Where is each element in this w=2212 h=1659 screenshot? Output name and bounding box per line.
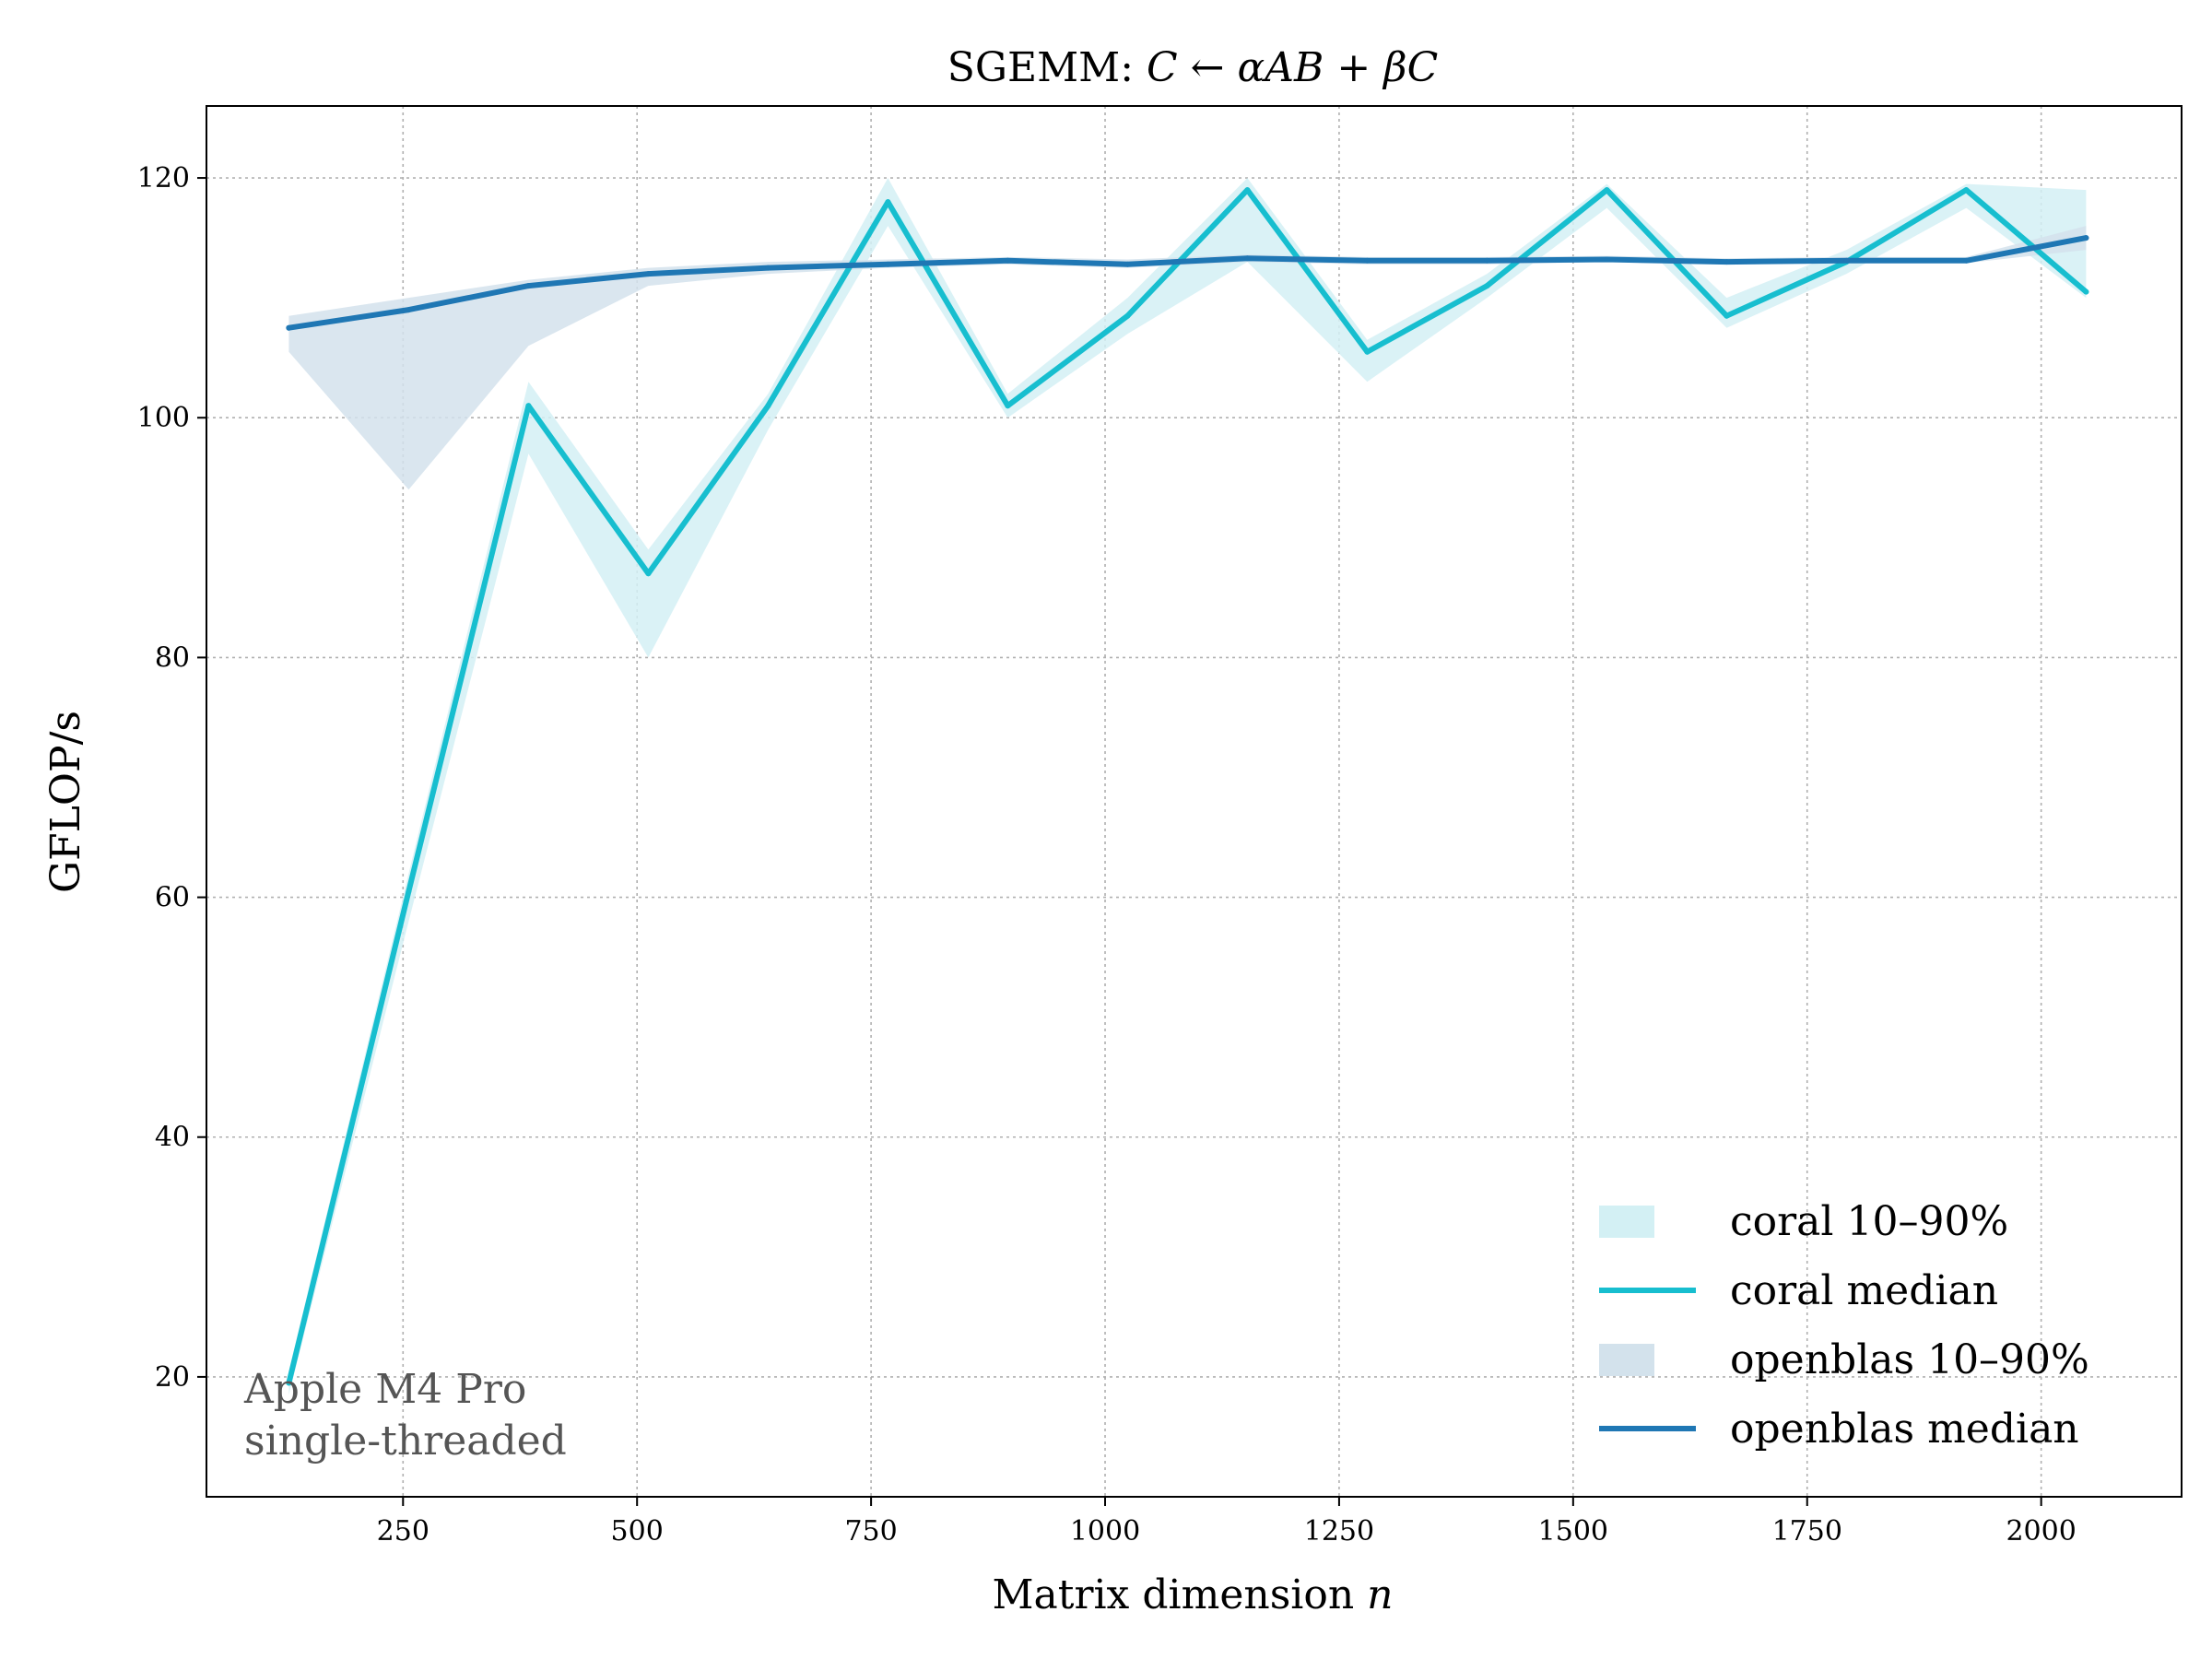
x-tick-label: 1750 bbox=[1772, 1515, 1842, 1547]
openblas-median-point bbox=[1843, 257, 1850, 264]
openblas-median-point bbox=[765, 265, 771, 271]
chart-title-math: C ← αAB + βC bbox=[1147, 44, 1438, 91]
coral-median-point bbox=[1244, 187, 1251, 194]
legend-label-openblas-band: openblas 10–90% bbox=[1730, 1336, 2089, 1383]
openblas-median-point bbox=[1005, 257, 1011, 264]
legend-swatch-openblas-band bbox=[1599, 1344, 1654, 1376]
x-tick-label: 250 bbox=[377, 1515, 429, 1547]
coral-median-line bbox=[286, 187, 2089, 1386]
chart-title-prefix: SGEMM: bbox=[947, 44, 1147, 91]
legend: coral 10–90% coral median openblas 10–90… bbox=[1599, 1198, 2089, 1453]
x-tick-label: 1250 bbox=[1304, 1515, 1374, 1547]
y-axis-label: GFLOP/s bbox=[42, 711, 89, 893]
coral-median-point bbox=[1484, 283, 1490, 289]
y-tick-label: 40 bbox=[155, 1122, 190, 1154]
coral-median-point bbox=[885, 199, 891, 206]
coral-median-point bbox=[406, 888, 412, 895]
openblas-median-point bbox=[1124, 261, 1131, 267]
x-axis-label: Matrix dimension n bbox=[992, 1571, 1393, 1618]
annotation-line-1: Apple M4 Pro bbox=[243, 1366, 526, 1413]
openblas-median-point bbox=[1604, 256, 1610, 263]
legend-label-coral-median: coral median bbox=[1730, 1267, 1998, 1314]
grid bbox=[206, 106, 2182, 1497]
y-tick-label: 80 bbox=[155, 641, 190, 674]
openblas-median-point bbox=[2083, 235, 2089, 241]
openblas-median-point bbox=[1364, 257, 1371, 264]
coral-percentile-band bbox=[288, 178, 2087, 1395]
openblas-median-point bbox=[1724, 259, 1730, 265]
x-tick-label: 750 bbox=[844, 1515, 897, 1547]
openblas-median-point bbox=[645, 271, 652, 277]
y-tick-label: 60 bbox=[155, 882, 190, 914]
x-tick-label: 2000 bbox=[2006, 1515, 2076, 1547]
x-tick-label: 1500 bbox=[1538, 1515, 1608, 1547]
coral-median-point bbox=[765, 403, 771, 409]
annotation-line-2: single-threaded bbox=[244, 1418, 567, 1465]
legend-swatch-coral-band bbox=[1599, 1206, 1654, 1238]
y-tick-label: 100 bbox=[137, 402, 190, 434]
ticks: 250 500 750 1000 1250 1500 1750 2000 20 40 60 80 100… bbox=[137, 162, 2077, 1547]
x-axis-label-prefix: Matrix dimension bbox=[992, 1571, 1367, 1618]
plot-frame bbox=[206, 105, 2183, 1498]
coral-median-point bbox=[1724, 312, 1730, 319]
openblas-median-point bbox=[286, 324, 292, 331]
percentile-bands bbox=[288, 178, 2087, 1395]
coral-median-point bbox=[2083, 288, 2089, 295]
y-tick-label: 120 bbox=[137, 162, 190, 194]
coral-median-point bbox=[286, 1380, 292, 1386]
openblas-median-point bbox=[1244, 255, 1251, 262]
openblas-median-point bbox=[406, 307, 412, 313]
legend-label-openblas-median: openblas median bbox=[1730, 1406, 2079, 1453]
coral-median-point bbox=[1963, 187, 1970, 194]
coral-median-point bbox=[1364, 348, 1371, 355]
openblas-median-point bbox=[885, 261, 891, 267]
chart-title: SGEMM: C ← αAB + βC bbox=[947, 44, 1439, 91]
openblas-median-point bbox=[1484, 257, 1490, 264]
x-axis-label-math: n bbox=[1367, 1571, 1393, 1618]
median-lines bbox=[286, 187, 2089, 1386]
y-tick-label: 20 bbox=[155, 1361, 190, 1394]
coral-median-point bbox=[525, 403, 532, 409]
legend-label-coral-band: coral 10–90% bbox=[1730, 1198, 2008, 1245]
coral-median-point bbox=[1604, 187, 1610, 194]
coral-median-point bbox=[1124, 312, 1131, 319]
openblas-median-point bbox=[1963, 257, 1970, 264]
coral-median-point bbox=[1005, 403, 1011, 409]
openblas-median-point bbox=[525, 283, 532, 289]
openblas-median-line bbox=[286, 235, 2089, 331]
x-tick-label: 1000 bbox=[1070, 1515, 1140, 1547]
coral-median-point bbox=[645, 571, 652, 577]
x-tick-label: 500 bbox=[611, 1515, 664, 1547]
